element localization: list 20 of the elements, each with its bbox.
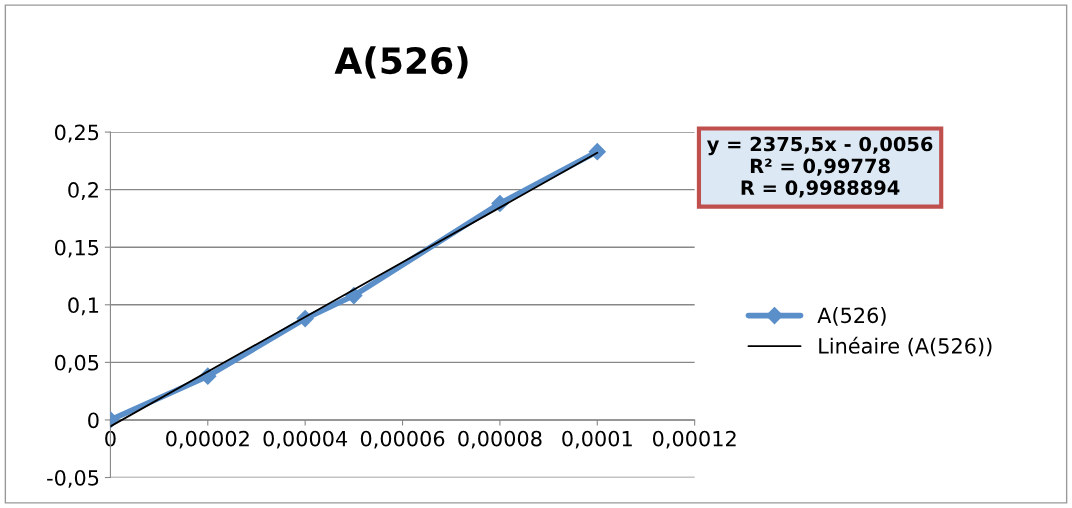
x-tick-label: 0,00004: [263, 430, 348, 449]
x-tick-label: 0,00008: [458, 430, 542, 449]
legend-label: Linéaire (A(526)): [819, 336, 992, 357]
text: y = 2375,5x - 0,0056 R² = 0,99778 R = 0,9988894: [706, 136, 933, 198]
x-tick-label: 0,00002: [166, 430, 249, 449]
point: [588, 143, 606, 161]
y-tick-label: 0,15: [54, 239, 99, 258]
chart-title: A(526): [334, 46, 468, 79]
y-tick-label: -0,05: [47, 469, 99, 488]
x-tick-label: 0,00006: [360, 430, 445, 449]
point: [345, 287, 363, 305]
y-tick-label: 0,1: [68, 297, 99, 316]
legend-label: A(526): [817, 307, 886, 326]
x-tick-label: 0: [105, 430, 116, 447]
y-tick-label: 0,05: [54, 354, 99, 373]
y-tick-label: 0,2: [68, 182, 98, 200]
y-tick-label: 0,25: [54, 124, 99, 143]
x-tick-label: 0,0001: [562, 430, 632, 449]
y-tick-label: 0: [88, 412, 99, 429]
x-tick-label: 0,00012: [652, 430, 736, 449]
